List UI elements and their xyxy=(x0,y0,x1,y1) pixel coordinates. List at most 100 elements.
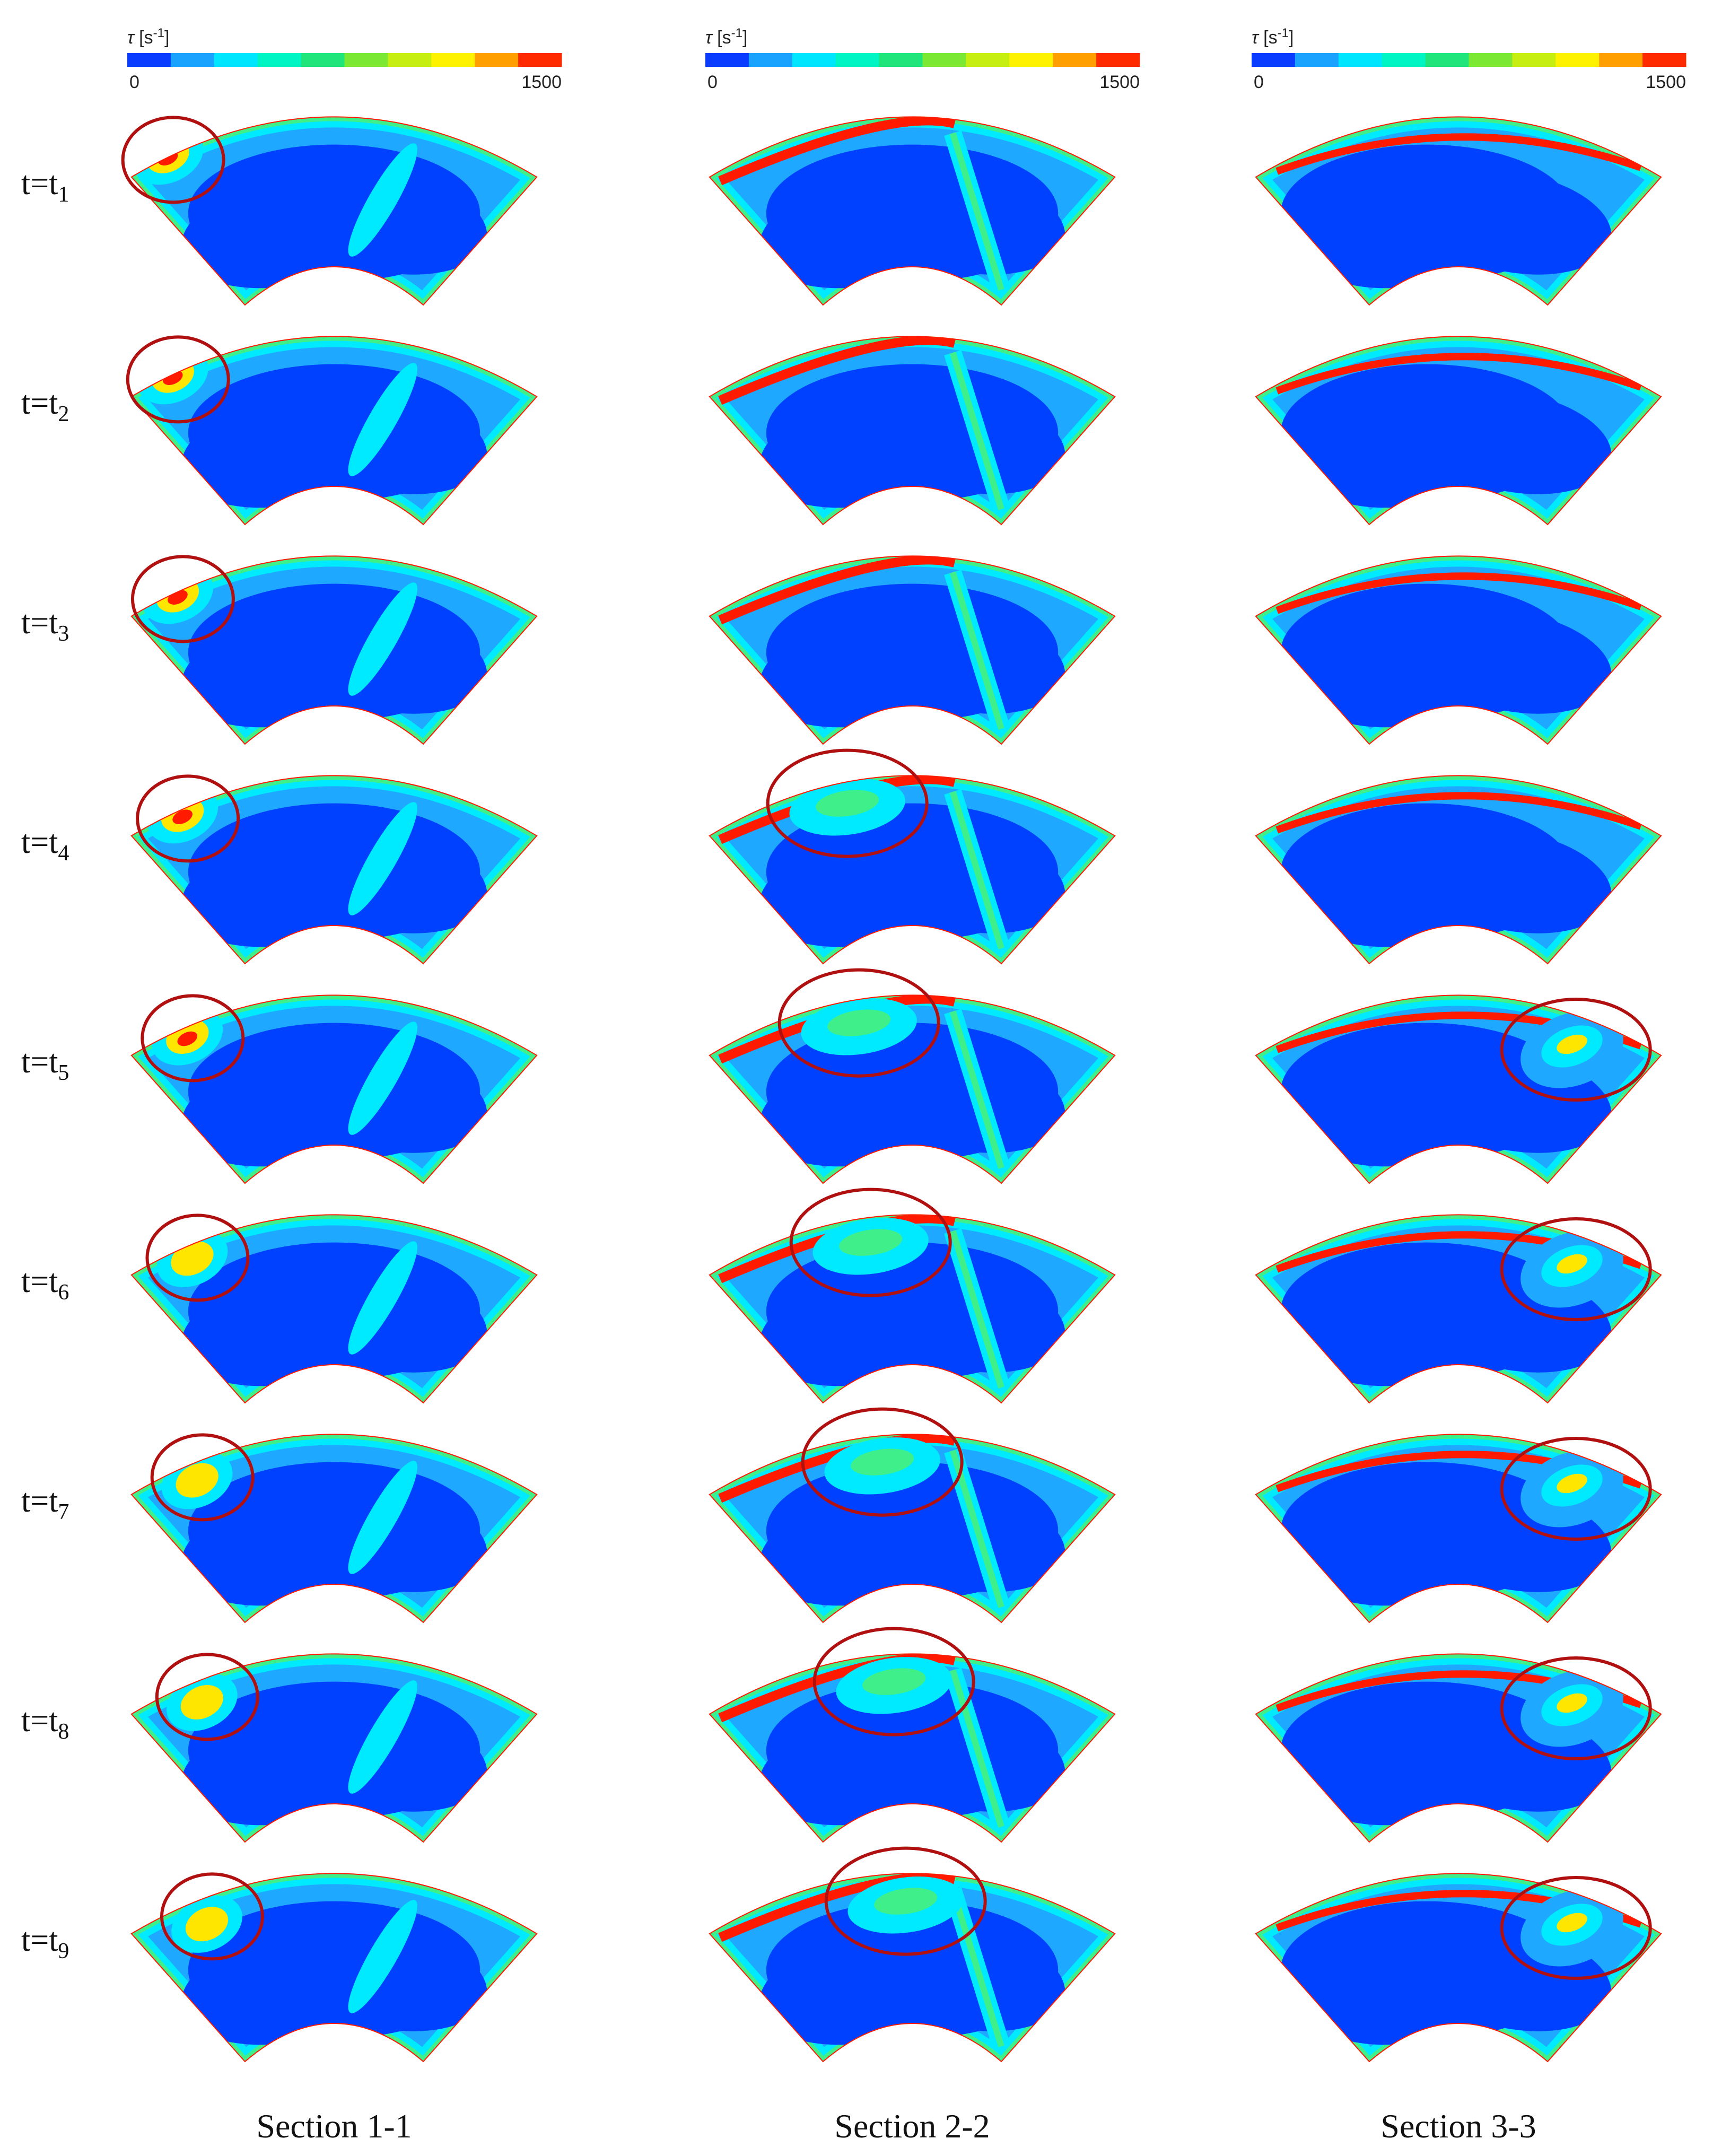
colorbar-unit: [s xyxy=(139,28,153,48)
high-shear-band xyxy=(1275,353,1642,395)
contour-panel xyxy=(1255,116,1662,306)
vortex-highlight-circle xyxy=(141,994,245,1083)
time-step-subscript: 2 xyxy=(58,402,69,426)
contour-field xyxy=(131,1215,537,1403)
section-label: Section 3-3 xyxy=(1380,2107,1536,2145)
section-outline xyxy=(1255,1434,1662,1623)
colorbar-exponent: -1 xyxy=(731,26,742,40)
colorbar-swatch xyxy=(257,53,302,67)
shear-streak xyxy=(949,1450,1004,1608)
colorbar-unit: [s xyxy=(1263,28,1277,48)
contour-field xyxy=(131,117,537,305)
low-shear-core xyxy=(1419,171,1612,275)
vortex-highlight-circle xyxy=(136,774,240,863)
contour-panel xyxy=(1255,1214,1662,1404)
time-step-subscript: 8 xyxy=(58,1719,69,1744)
colorbar-swatch xyxy=(1599,53,1643,67)
contour-field xyxy=(709,1434,1115,1622)
high-shear-region xyxy=(172,809,193,824)
contour-panel xyxy=(121,116,538,306)
colorbar-space xyxy=(1258,28,1263,48)
vortex-highlight-circle xyxy=(766,748,929,858)
section-outline xyxy=(709,775,1116,965)
low-shear-core xyxy=(872,1269,1065,1373)
contour-field xyxy=(131,995,537,1183)
vortex-highlight-circle xyxy=(126,335,230,424)
vortex-highlight-circle xyxy=(150,1433,255,1522)
contour-panel xyxy=(709,1846,1116,2063)
colorbar-swatch xyxy=(879,53,923,67)
time-step-label: t=t8 xyxy=(21,1703,69,1744)
section-outline xyxy=(1255,555,1662,745)
section-outline xyxy=(1255,775,1662,965)
vortex-highlight-circle xyxy=(1500,1217,1652,1321)
contour-field xyxy=(131,1873,537,2062)
colorbar-min-label: 0 xyxy=(129,72,139,92)
contour-field xyxy=(709,1654,1115,1842)
contour-panel xyxy=(709,1188,1116,1404)
high-shear-region xyxy=(171,1241,214,1276)
contour-panel xyxy=(709,748,1116,965)
colorbar-unit-close: ] xyxy=(1289,28,1294,48)
contour-panel xyxy=(1255,775,1662,965)
section-outline xyxy=(709,116,1116,306)
colorbar-swatch xyxy=(1053,53,1097,67)
section-label: Section 2-2 xyxy=(834,2107,990,2145)
colorbar-min-label: 0 xyxy=(707,72,718,92)
colorbar-space xyxy=(134,28,139,48)
colorbar-swatch xyxy=(705,53,749,67)
high-shear-band xyxy=(718,556,956,625)
low-shear-core xyxy=(872,610,1065,714)
section-outline xyxy=(130,1214,538,1404)
contour-field xyxy=(1255,1654,1662,1842)
section-outline xyxy=(130,336,538,526)
shear-streak xyxy=(949,1889,1004,2047)
colorbar-swatch xyxy=(214,53,258,67)
high-shear-region xyxy=(177,1031,198,1046)
high-shear-band xyxy=(718,1873,956,1942)
vortex-highlight-circle xyxy=(1500,1437,1652,1541)
contour-panels xyxy=(121,116,1662,2063)
contour-panel xyxy=(709,1627,1116,1843)
shear-streak xyxy=(348,1461,417,1574)
contour-panel xyxy=(130,774,538,965)
colorbar: τ [s-1] 0 1500 xyxy=(1252,26,1686,92)
vortex-highlight-circle xyxy=(155,1653,259,1741)
colorbar: τ [s-1] 0 1500 xyxy=(705,26,1140,92)
low-shear-core xyxy=(294,171,487,275)
colorbar-swatch xyxy=(1642,53,1686,67)
section-outline xyxy=(130,994,538,1184)
contour-field xyxy=(1255,1215,1662,1403)
high-shear-region xyxy=(176,1463,219,1498)
contour-field xyxy=(1255,995,1662,1183)
colorbar-space xyxy=(712,28,717,48)
colorbar-swatch xyxy=(1338,53,1383,67)
low-shear-core xyxy=(294,1708,487,1812)
high-shear-band xyxy=(1275,133,1642,175)
low-shear-core xyxy=(872,390,1065,494)
colorbar-swatch xyxy=(1382,53,1426,67)
contour-panel xyxy=(130,1653,538,1843)
contour-panel xyxy=(130,1214,538,1404)
time-step-prefix: t=t xyxy=(21,1483,58,1519)
vortex-highlight-circle xyxy=(777,968,940,1078)
shear-streak xyxy=(949,1010,1004,1169)
high-shear-region xyxy=(827,1009,891,1036)
time-step-label: t=t9 xyxy=(21,1922,69,1963)
shear-streak xyxy=(348,363,417,476)
time-step-subscript: 7 xyxy=(58,1500,69,1524)
contour-field xyxy=(709,336,1115,525)
high-shear-region xyxy=(862,1668,926,1695)
high-shear-region xyxy=(1557,1473,1587,1494)
shear-streak xyxy=(949,1230,1004,1389)
time-step-labels: t=t1t=t2t=t3t=t4t=t5t=t6t=t7t=t8t=t9 xyxy=(21,165,69,1963)
contour-panel xyxy=(1255,1653,1662,1843)
low-shear-core xyxy=(294,390,487,494)
low-shear-core xyxy=(294,1049,487,1153)
vortex-highlight-circle xyxy=(130,555,235,643)
low-shear-core xyxy=(872,1049,1065,1153)
colorbar-swatch xyxy=(1295,53,1339,67)
colorbar-symbol: τ xyxy=(127,28,135,48)
high-shear-region xyxy=(185,1907,229,1942)
contour-panel xyxy=(709,555,1116,745)
